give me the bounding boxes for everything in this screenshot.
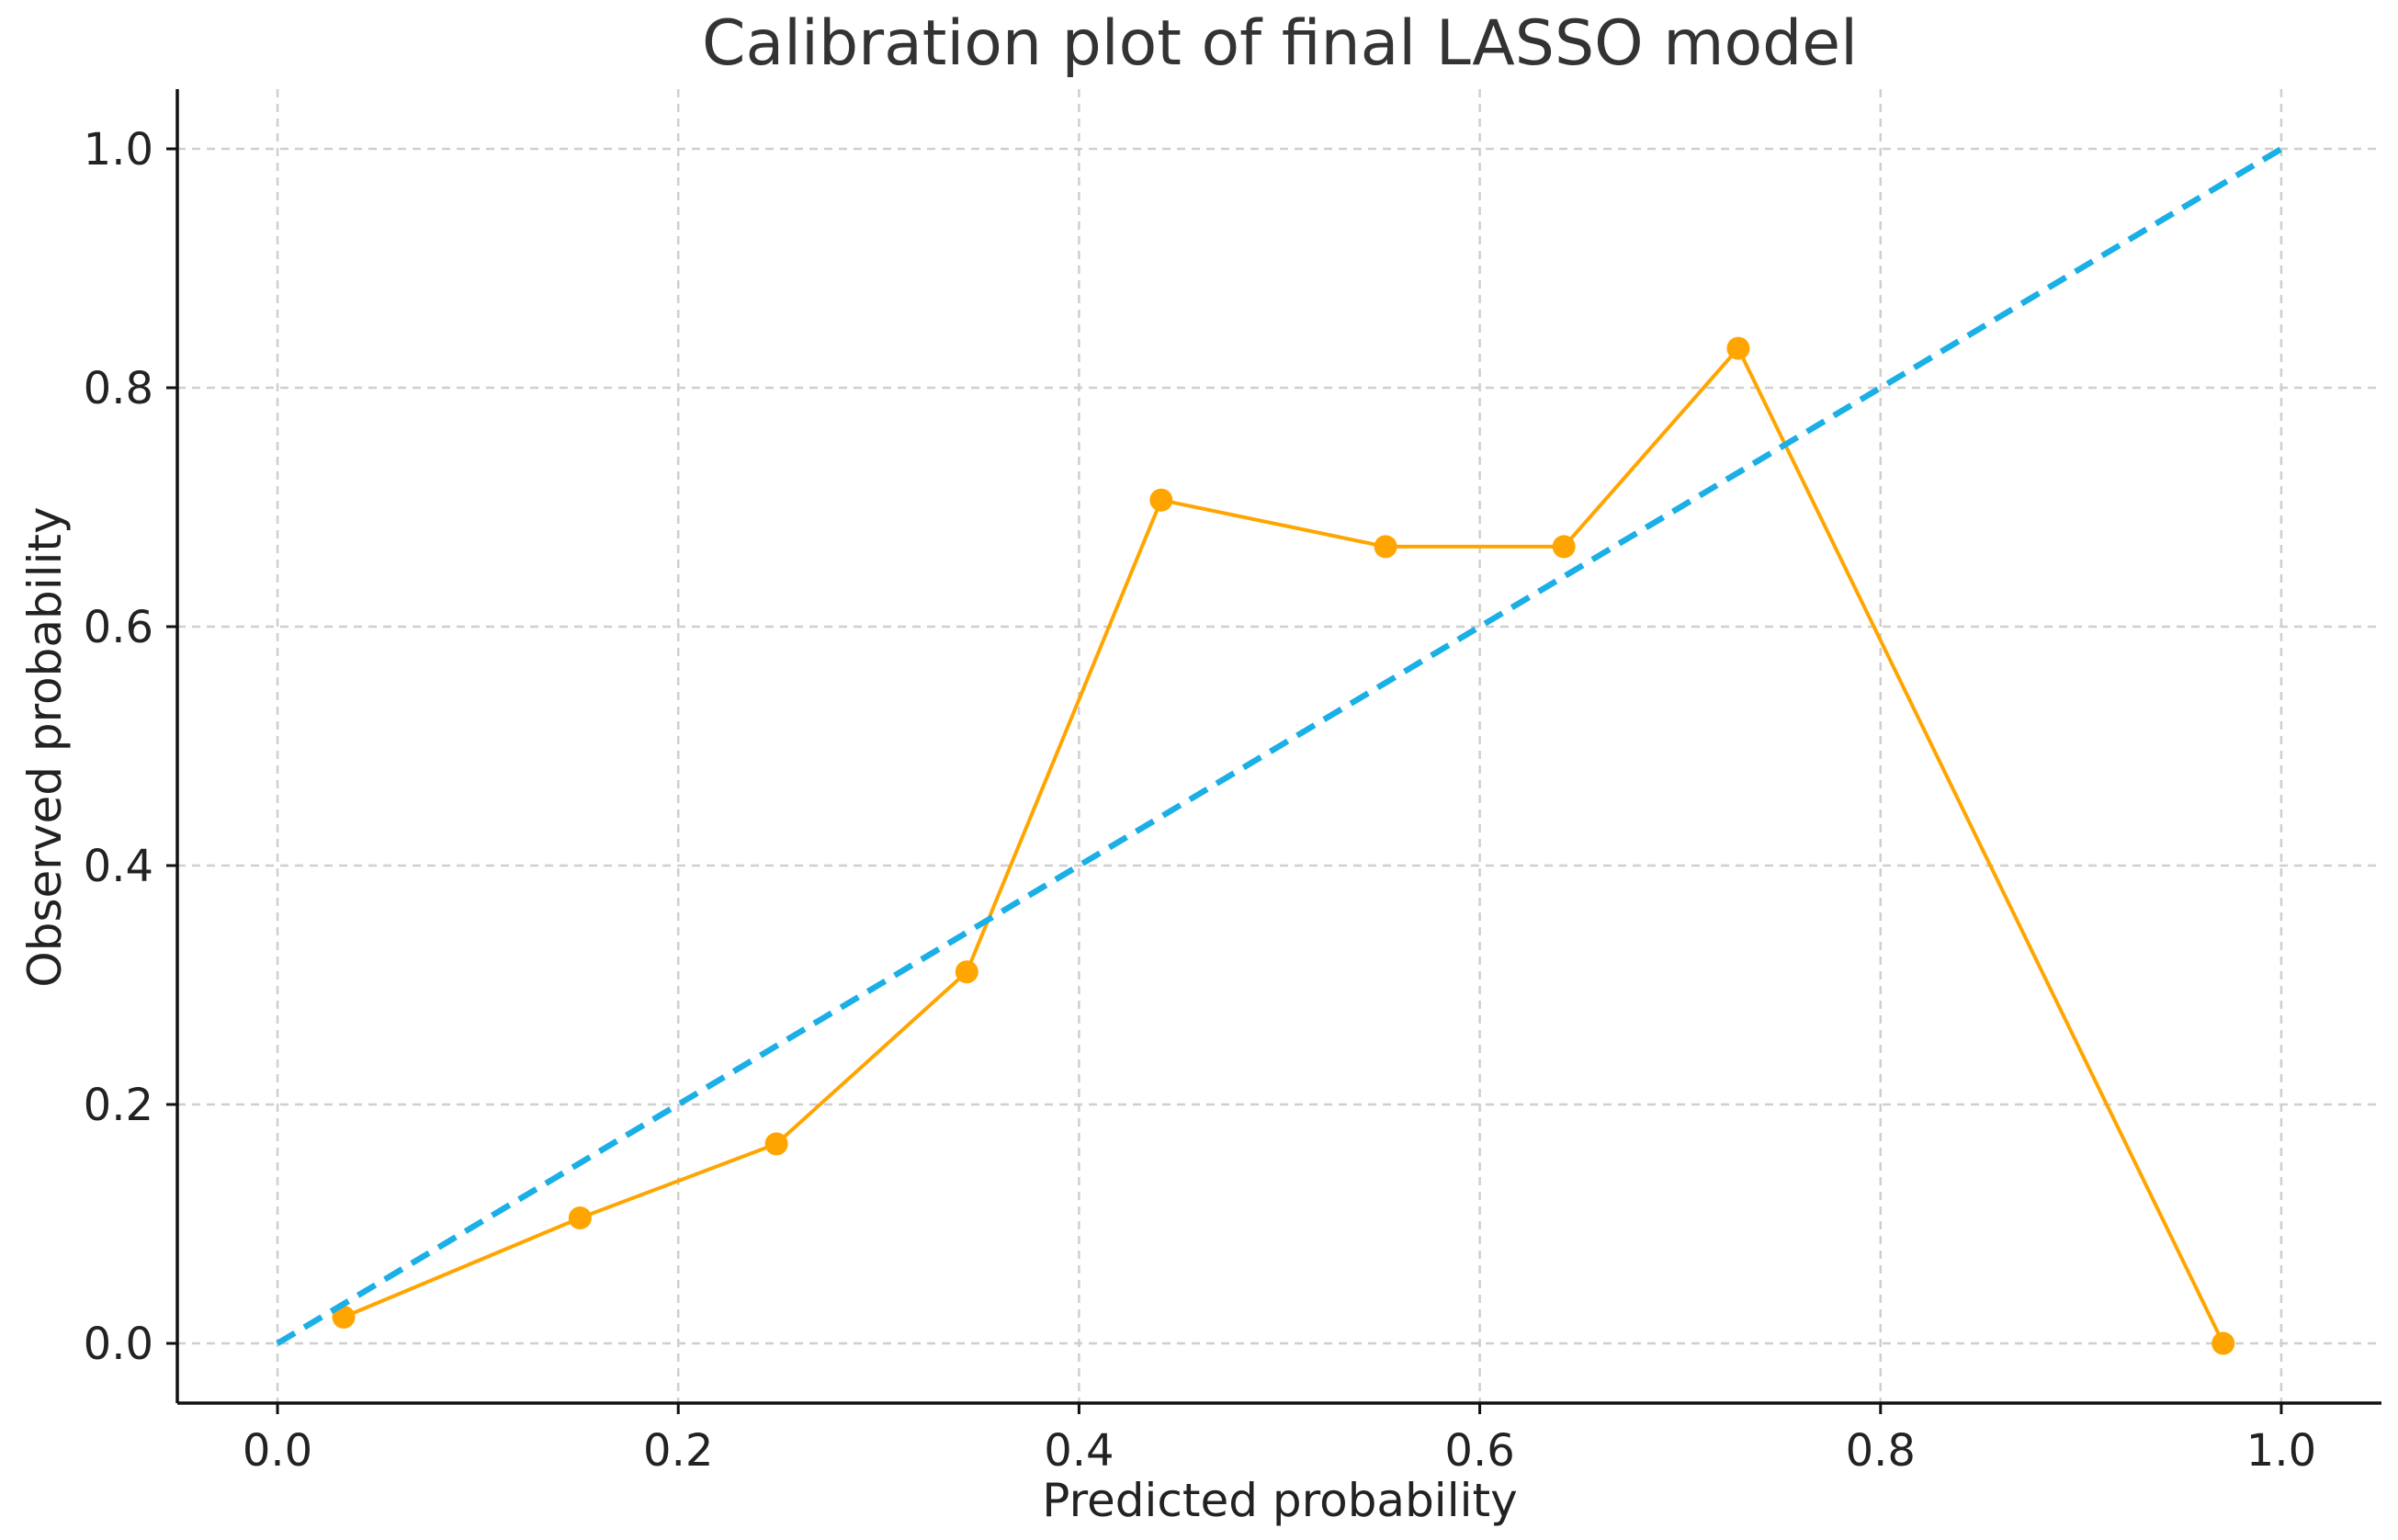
- grid: [177, 89, 2381, 1403]
- x-tick-label: 0.0: [243, 1425, 312, 1477]
- calibration-point: [1726, 336, 1750, 360]
- series-layer: [276, 146, 2283, 1355]
- x-tick-label: 0.2: [643, 1425, 713, 1477]
- y-tick-label: 0.6: [84, 602, 153, 653]
- x-tick-label: 0.8: [1846, 1425, 1916, 1477]
- y-tick-label: 0.4: [84, 841, 153, 892]
- calibration-point: [1374, 535, 1397, 559]
- calibration-point: [1149, 488, 1173, 512]
- calibration-point: [568, 1206, 592, 1229]
- x-tick-label: 0.6: [1444, 1425, 1514, 1477]
- calibration-point: [1552, 535, 1576, 559]
- y-tick-label: 0.0: [84, 1319, 153, 1370]
- calibration-point: [332, 1305, 356, 1329]
- calibration-point: [955, 960, 978, 984]
- reference-line-perfect-calibration: [276, 146, 2283, 1346]
- x-axis-label: Predicted probability: [1042, 1474, 1517, 1527]
- y-tick-label: 0.2: [84, 1080, 153, 1131]
- chart-title: Calibration plot of final LASSO model: [702, 7, 1858, 80]
- x-tick-label: 0.4: [1044, 1425, 1114, 1477]
- y-tick-label: 0.8: [84, 363, 153, 414]
- axes: [175, 89, 2381, 1405]
- y-tick-label: 1.0: [84, 124, 153, 176]
- tick-labels: 0.0 0.2 0.4 0.6 0.8 1.0 0.0 0.2 0.4 0.6 0.8 1.0: [84, 124, 2316, 1477]
- calibration-point: [764, 1132, 788, 1156]
- x-tick-label: 1.0: [2246, 1425, 2316, 1477]
- y-axis-label: Observed probability: [18, 506, 72, 987]
- calibration-point: [2211, 1331, 2235, 1355]
